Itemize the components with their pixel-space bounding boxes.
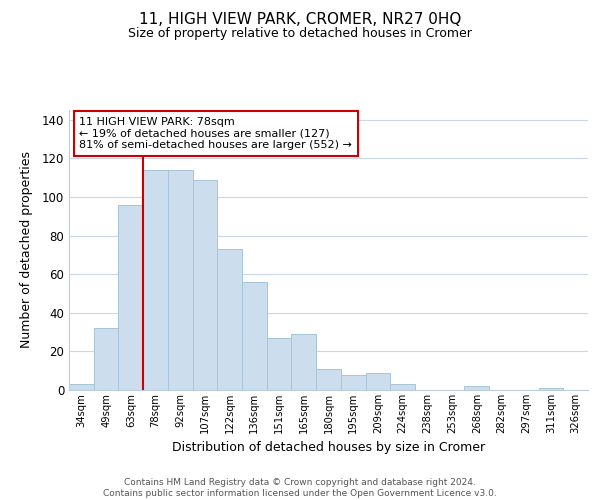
- Bar: [242, 282, 267, 390]
- Bar: [390, 384, 415, 390]
- Text: Contains HM Land Registry data © Crown copyright and database right 2024.
Contai: Contains HM Land Registry data © Crown c…: [103, 478, 497, 498]
- Bar: [365, 372, 390, 390]
- Text: 11 HIGH VIEW PARK: 78sqm
← 19% of detached houses are smaller (127)
81% of semi-: 11 HIGH VIEW PARK: 78sqm ← 19% of detach…: [79, 117, 352, 150]
- Y-axis label: Number of detached properties: Number of detached properties: [20, 152, 34, 348]
- Bar: [217, 249, 242, 390]
- Bar: [292, 334, 316, 390]
- Bar: [267, 338, 292, 390]
- Bar: [94, 328, 118, 390]
- Bar: [69, 384, 94, 390]
- Bar: [464, 386, 489, 390]
- Bar: [193, 180, 217, 390]
- Bar: [118, 204, 143, 390]
- Text: 11, HIGH VIEW PARK, CROMER, NR27 0HQ: 11, HIGH VIEW PARK, CROMER, NR27 0HQ: [139, 12, 461, 28]
- Bar: [316, 369, 341, 390]
- Bar: [143, 170, 168, 390]
- Bar: [341, 374, 365, 390]
- X-axis label: Distribution of detached houses by size in Cromer: Distribution of detached houses by size …: [172, 442, 485, 454]
- Bar: [539, 388, 563, 390]
- Text: Size of property relative to detached houses in Cromer: Size of property relative to detached ho…: [128, 28, 472, 40]
- Bar: [168, 170, 193, 390]
